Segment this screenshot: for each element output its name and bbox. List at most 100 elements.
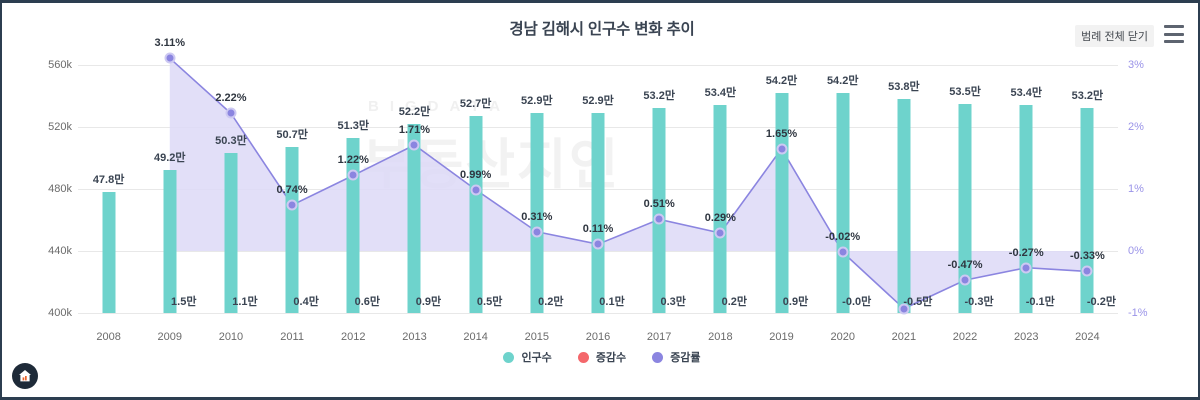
population-value-label: 50.3만 [215,135,247,148]
x-axis-tick-label: 2012 [341,331,366,343]
x-axis-tick-label: 2013 [402,331,427,343]
population-bar[interactable] [836,92,850,313]
growth-rate-value-label: -0.27% [1008,246,1044,259]
growth-rate-path [169,57,1088,310]
growth-rate-value-label: 0.31% [521,210,553,223]
population-value-label: 53.4만 [1010,87,1042,100]
growth-rate-value-label: 1.65% [765,127,798,140]
population-value-label: 51.3만 [337,119,370,132]
population-bar[interactable] [775,92,789,313]
x-axis-tick-label: 2009 [157,331,182,343]
delta-count-label: -0.0만 [842,296,872,308]
population-value-label: 53.2만 [1071,90,1104,103]
delta-count-label: -0.2만 [1086,296,1116,308]
population-value-label: 54.2만 [826,74,859,87]
population-value-label: 53.4만 [704,87,737,100]
population-bar[interactable] [530,113,544,313]
population-bar[interactable] [163,170,177,313]
x-axis-tick-label: 2018 [708,331,733,343]
home-glyph [19,370,31,382]
delta-count-label: -0.3만 [964,296,994,308]
y-axis-right-tick-label: 0% [1128,245,1144,257]
population-bar[interactable] [346,137,360,313]
x-axis-tick-label: 2020 [830,331,855,343]
growth-rate-value-label: -0.02% [825,231,861,244]
population-bar[interactable] [1019,105,1033,313]
population-value-label: 49.2만 [153,152,186,165]
population-value-label: 52.7만 [459,98,492,111]
growth-rate-point[interactable] [1020,262,1032,274]
delta-count-label: 0.2만 [721,296,748,308]
delta-count-label: 0.5만 [476,296,503,308]
population-bar[interactable] [897,99,911,313]
gridline [78,313,1118,314]
growth-rate-point[interactable] [286,199,298,211]
legend-toggle-button[interactable]: 범례 전체 닫기 [1075,25,1154,47]
growth-rate-point[interactable] [837,246,849,258]
growth-rate-point[interactable] [898,303,910,315]
delta-count-label: -0.1만 [1025,296,1055,308]
legend-color-swatch [577,351,589,363]
growth-rate-point[interactable] [714,227,726,239]
growth-rate-value-label: -0.33% [1069,250,1105,263]
plot-area: 400k 440k 480k 520k 560k -1% 0% 1% 2% 3% 2008 200… [48,37,1147,343]
legend-item-0[interactable]: 인구수 [503,349,552,365]
hamburger-menu-icon[interactable] [1164,25,1184,43]
x-axis-tick-label: 2015 [524,331,550,343]
growth-rate-point[interactable] [347,169,359,181]
page-title: 경남 김해시 인구수 변화 추이 [509,21,695,38]
population-bar[interactable] [407,123,421,313]
growth-rate-value-label: 0.74% [276,184,308,197]
population-bar[interactable] [102,192,116,313]
growth-rate-value-label: 0.11% [582,223,614,236]
population-bar[interactable] [285,147,299,313]
legend-label: 증감률 [670,352,701,364]
y-axis-left-tick-label: 440k [48,245,72,257]
legend-color-swatch [503,351,515,363]
legend-item-2[interactable]: 증감률 [652,349,701,365]
population-bar[interactable] [958,103,972,313]
legend-label: 인구수 [521,352,552,364]
home-chart-icon[interactable] [12,363,38,389]
y-axis-right-tick-label: 2% [1128,121,1144,133]
x-axis-tick-label: 2021 [891,331,917,343]
y-axis-right-tick-label: 1% [1128,183,1144,195]
growth-rate-value-label: 0.29% [704,212,736,225]
growth-rate-point[interactable] [408,139,420,151]
population-bar[interactable] [224,153,238,313]
population-value-label: 53.8만 [888,81,920,94]
population-value-label: 52.9만 [582,95,614,108]
growth-rate-value-label: 0.99% [460,168,492,181]
growth-rate-value-label: 1.71% [398,123,431,136]
population-value-label: 50.7만 [276,129,308,142]
growth-rate-point[interactable] [470,184,482,196]
population-bar[interactable] [713,105,727,313]
x-axis-tick-label: 2014 [463,331,488,343]
population-bar[interactable] [591,113,605,313]
population-bar[interactable] [1080,108,1094,313]
growth-rate-point[interactable] [531,226,543,238]
growth-rate-point[interactable] [164,52,176,64]
growth-rate-point[interactable] [653,213,665,225]
population-bar[interactable] [469,116,483,313]
population-bar[interactable] [652,108,666,313]
growth-rate-point[interactable] [1081,265,1093,277]
growth-rate-value-label: 0.51% [643,198,675,211]
legend-item-1[interactable]: 증감수 [577,349,626,365]
x-axis-tick-label: 2024 [1075,331,1100,343]
x-axis-tick-label: 2011 [280,331,304,343]
growth-rate-point[interactable] [225,107,237,119]
growth-rate-point[interactable] [592,238,604,250]
delta-count-label: 0.9만 [415,296,442,308]
growth-rate-line [169,57,1088,310]
delta-count-label: 0.4만 [293,296,319,308]
population-value-label: 52.9만 [521,95,553,108]
x-axis-tick-label: 2022 [952,331,978,343]
x-axis-tick-label: 2016 [585,331,611,343]
growth-rate-point[interactable] [959,274,971,286]
growth-rate-point[interactable] [776,143,788,155]
x-axis-tick-label: 2019 [769,331,794,343]
y-axis-right-tick-label: 3% [1128,59,1144,71]
y-axis-left-tick-label: 560k [48,59,72,71]
